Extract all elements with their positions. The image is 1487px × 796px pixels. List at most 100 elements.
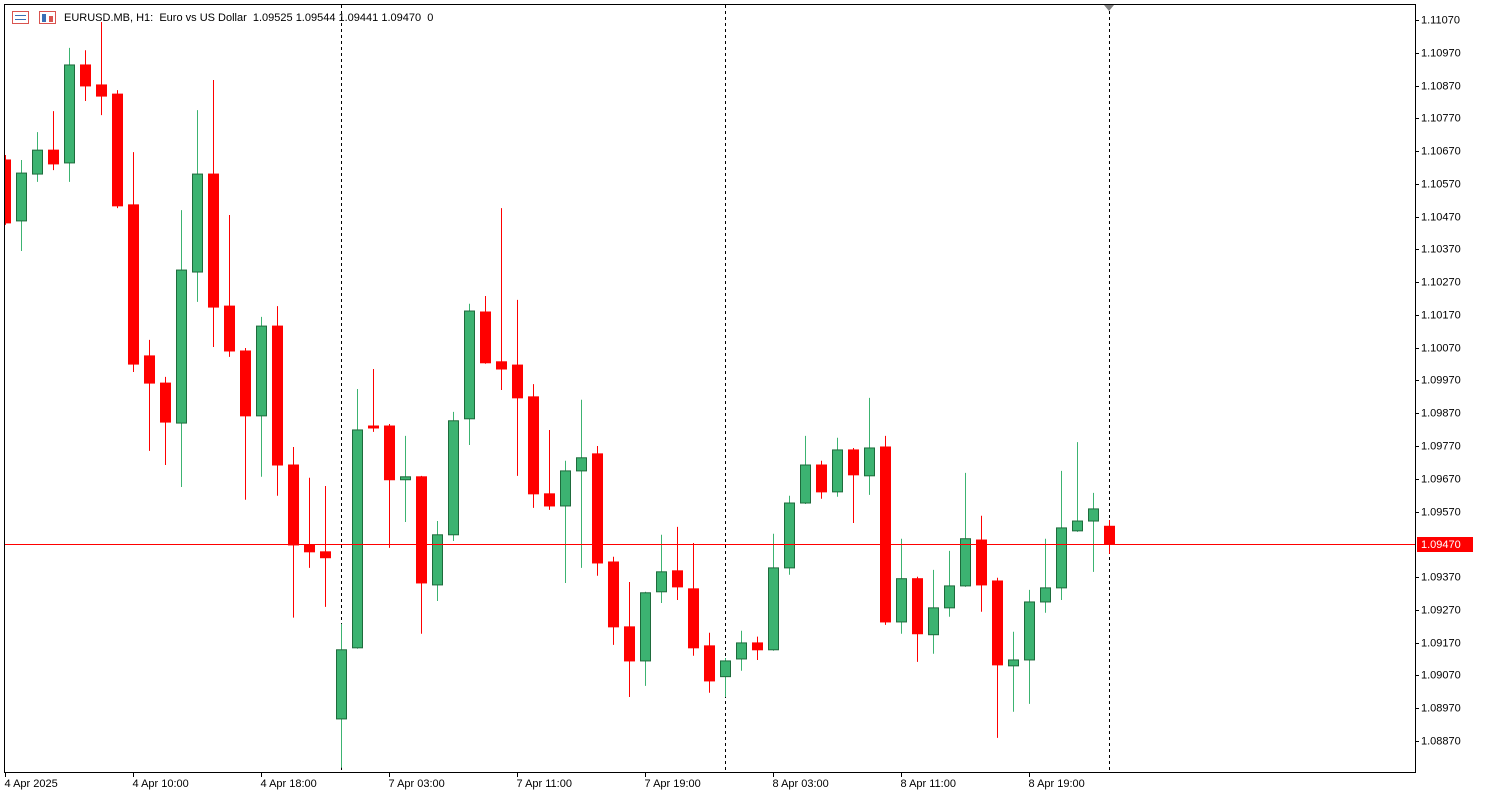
candle-body (48, 149, 59, 165)
candle-body (784, 502, 795, 569)
candle-body (672, 570, 683, 588)
x-tick-label: 7 Apr 11:00 (517, 778, 572, 790)
candle-body (560, 470, 571, 507)
y-tick-label: 1.08870 (1421, 735, 1461, 747)
candle-body (592, 453, 603, 564)
candle-body (208, 173, 219, 308)
indicator-icon[interactable] (39, 11, 56, 24)
candle-body (5, 159, 11, 224)
candle-body (864, 447, 875, 477)
candle-body (96, 84, 107, 97)
y-tick-label: 1.08970 (1421, 702, 1461, 714)
candle-body (400, 476, 411, 481)
y-tick-label: 1.09870 (1421, 407, 1461, 419)
y-tick-label: 1.09670 (1421, 473, 1461, 485)
candle-body (944, 585, 955, 609)
candle-body (464, 310, 475, 420)
y-tick-label: 1.10670 (1421, 145, 1461, 157)
candle-body (800, 464, 811, 504)
x-tick-label: 4 Apr 18:00 (261, 778, 317, 790)
candle-body (816, 464, 827, 493)
plot-area (5, 5, 1415, 772)
x-tick-label: 7 Apr 03:00 (389, 778, 445, 790)
candle-body (1024, 601, 1035, 661)
candle-body (1104, 525, 1115, 545)
candle-body (160, 382, 171, 423)
candle-body (688, 588, 699, 649)
candle-body (768, 567, 779, 651)
candle-body (1072, 520, 1083, 532)
y-tick-label: 1.09170 (1421, 637, 1461, 649)
y-tick-label: 1.10470 (1421, 211, 1461, 223)
candle-body (1056, 527, 1067, 589)
candle-body (720, 660, 731, 678)
y-tick-label: 1.10570 (1421, 178, 1461, 190)
candle-body (832, 449, 843, 493)
candle-body (368, 425, 379, 429)
candle-body (512, 364, 523, 399)
candle-body (880, 446, 891, 623)
candle-body (608, 561, 619, 628)
y-tick-label: 1.09770 (1421, 440, 1461, 452)
candle-body (128, 204, 139, 365)
x-tick-label: 4 Apr 2025 (5, 778, 58, 790)
candle-body (976, 539, 987, 586)
candle-body (960, 538, 971, 587)
candle-body (32, 149, 43, 175)
candle-body (64, 64, 75, 164)
candle-body (896, 578, 907, 623)
candle-body (624, 626, 635, 662)
y-tick-label: 1.09570 (1421, 506, 1461, 518)
y-tick-label: 1.10170 (1421, 309, 1461, 321)
candle-body (224, 305, 235, 352)
candle-body (176, 269, 187, 424)
candle-body (432, 534, 443, 586)
candle-body (336, 649, 347, 720)
candle-body (320, 551, 331, 559)
x-tick-label: 8 Apr 11:00 (901, 778, 956, 790)
candle-body (112, 93, 123, 207)
candle-body (384, 425, 395, 481)
candle-body (752, 642, 763, 651)
candle-body (704, 645, 715, 682)
candle-body (16, 172, 27, 222)
y-tick-label: 1.10970 (1421, 47, 1461, 59)
x-tick-label: 8 Apr 03:00 (773, 778, 829, 790)
candle-body (256, 325, 267, 417)
candle-body (656, 571, 667, 593)
candle-body (304, 544, 315, 553)
shift-marker (1104, 5, 1114, 11)
candle-body (1040, 587, 1051, 603)
y-tick-label: 1.10270 (1421, 276, 1461, 288)
candle-body (1088, 508, 1099, 522)
candle-body (736, 642, 747, 660)
candle-body (240, 350, 251, 417)
candle-body (352, 429, 363, 649)
candle-body (576, 457, 587, 472)
bid-label-box (1417, 537, 1473, 552)
y-tick-label: 1.10070 (1421, 342, 1461, 354)
candle-body (928, 607, 939, 636)
symbol-icon[interactable] (12, 11, 29, 24)
candle-body (416, 476, 427, 584)
candle-body (80, 64, 91, 87)
candle-body (272, 325, 283, 466)
candle-body (480, 311, 491, 364)
icon-bar (42, 14, 46, 22)
candle-body (992, 580, 1003, 666)
candle-body (640, 592, 651, 662)
y-tick-label: 1.10770 (1421, 112, 1461, 124)
chart-icons (12, 11, 56, 24)
axes: 1.11070 1.10970 1.10870 1.10770 1.10670 1.105… (5, 14, 1473, 790)
plot-frame (4, 4, 1416, 773)
candle-body (448, 420, 459, 536)
candle-body (496, 361, 507, 370)
y-tick-label: 1.10370 (1421, 243, 1461, 255)
candle-body (192, 173, 203, 273)
candle-body (144, 355, 155, 384)
candle-body (848, 449, 859, 476)
y-tick-label: 1.10870 (1421, 80, 1461, 92)
